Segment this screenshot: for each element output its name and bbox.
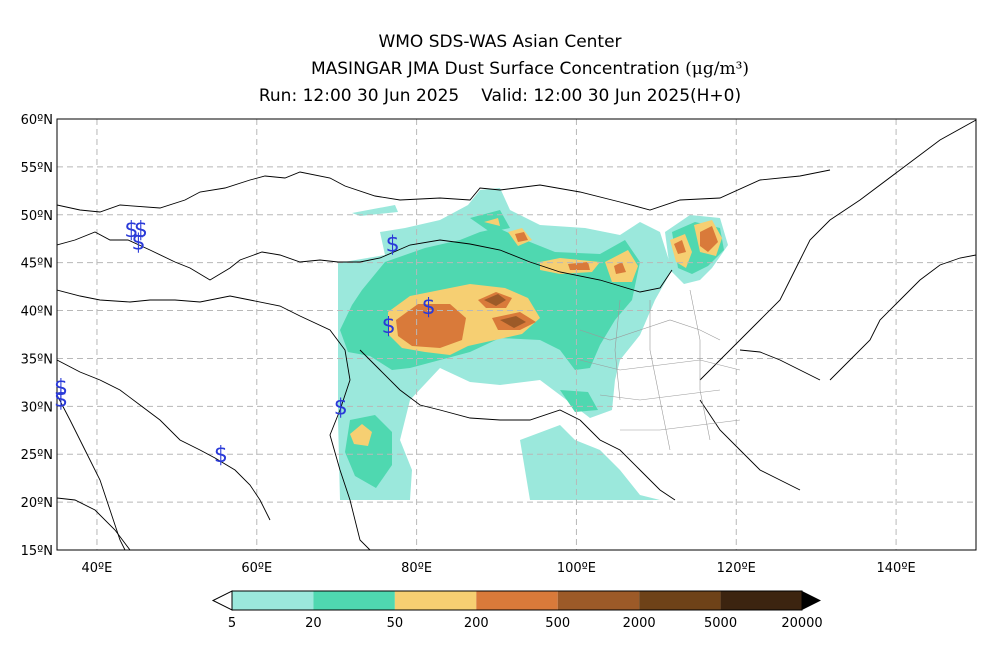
station-marker: $ [422,295,436,320]
legend-label: 200 [464,616,489,631]
legend-label: 5000 [704,616,737,631]
legend-extend-high [802,591,821,610]
country-borders [57,119,976,550]
legend-label: 20 [305,616,322,631]
run-time: Run: 12:00 30 Jun 2025 [258,86,460,106]
lon-tick-label: 120ºE [717,561,756,576]
longitude-labels: 40ºE 60ºE 80ºE 100ºE 120ºE 140ºE [82,561,916,576]
station-marker: $ [132,231,146,256]
title-product: MASINGAR JMA Dust Surface Concentration [310,59,680,79]
legend-label: 500 [545,616,570,631]
legend-swatch [639,591,721,610]
title-unit: (μg/m³) [685,59,750,79]
title-line-1: WMO SDS-WAS Asian Center [378,32,622,52]
lat-tick-label: 30ºN [21,400,53,415]
station-marker: $ [334,395,348,420]
station-marker: $ [54,388,68,413]
lat-tick-label: 15ºN [21,544,53,559]
lat-tick-label: 40ºN [21,305,53,320]
lon-tick-label: 100ºE [557,561,596,576]
legend-swatch [313,591,395,610]
dust-level-500-2000 [484,294,526,328]
station-marker: $ [124,218,138,243]
lat-tick-label: 55ºN [21,161,53,176]
legend-label: 2000 [623,616,656,631]
station-marker: $ [134,218,148,243]
dust-concentration-field [338,188,728,500]
lon-tick-label: 80ºE [401,561,432,576]
graticule [57,119,976,550]
legend-swatch [720,591,802,610]
station-marker: $ [54,376,68,401]
province-borders [579,289,741,451]
station-marker: $ [382,314,396,339]
legend-label: 50 [387,616,404,631]
legend-swatch [476,591,558,610]
legend-label: 20000 [781,616,822,631]
lon-tick-label: 140ºE [877,561,916,576]
legend-labels: 5 20 50 200 500 2000 5000 20000 [228,616,823,631]
lat-tick-label: 35ºN [21,352,53,367]
station-marker: $ [386,233,400,258]
latitude-labels: 60ºN 55ºN 50ºN 45ºN 40ºN 35ºN 30ºN 25ºN 20ºN 15ºN [21,113,53,559]
lat-tick-label: 60ºN [21,113,53,128]
legend-swatch [232,591,314,610]
legend-label: 5 [228,616,236,631]
station-marker: $ [214,443,228,468]
chart-title: WMO SDS-WAS Asian Center [0,32,1000,52]
lon-tick-label: 60ºE [241,561,272,576]
lat-tick-label: 50ºN [21,209,53,224]
run-valid-line: Run: 12:00 30 Jun 2025 Valid: 12:00 30 Ju… [0,86,1000,106]
legend-frame [231,590,803,611]
legend-extend-low [211,590,233,611]
lon-tick-label: 40ºE [82,561,113,576]
legend-swatch [557,591,640,610]
legend-swatch [394,591,477,610]
lat-tick-label: 45ºN [21,257,53,272]
dust-stations: $$$ $$$$$$$ [54,218,436,468]
color-legend [211,590,821,611]
valid-time: Valid: 12:00 30 Jun 2025(H+0) [481,86,742,106]
map-frame [56,118,977,551]
chart-subtitle: MASINGAR JMA Dust Surface Concentration … [30,59,1000,79]
lat-tick-label: 20ºN [21,496,53,511]
lat-tick-label: 25ºN [21,448,53,463]
